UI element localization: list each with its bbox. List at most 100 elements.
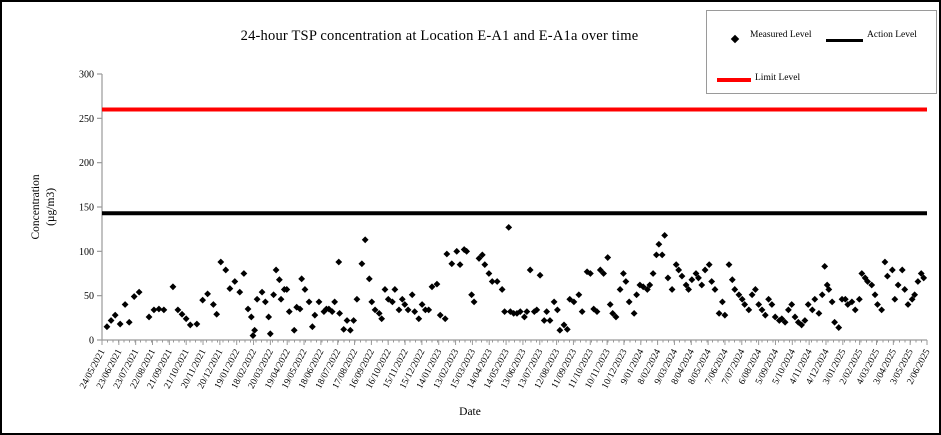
data-point <box>222 266 230 274</box>
data-point <box>715 310 723 317</box>
y-tick-label: 150 <box>79 203 94 214</box>
legend-label-measured: Measured Level <box>750 30 812 40</box>
data-point <box>174 306 182 314</box>
data-point <box>664 274 672 282</box>
data-point <box>296 305 304 313</box>
data-point <box>794 318 802 326</box>
data-point <box>145 313 153 321</box>
data-point <box>808 306 816 314</box>
data-point <box>917 270 925 277</box>
data-point <box>375 310 383 317</box>
legend-label-limit: Limit Level <box>755 73 801 83</box>
data-point <box>625 298 633 306</box>
data-point <box>365 275 373 283</box>
data-point <box>204 290 211 298</box>
data-point <box>818 291 826 299</box>
data-point <box>788 301 796 308</box>
data-point <box>871 291 879 299</box>
data-point <box>475 255 483 262</box>
data-point <box>563 325 571 333</box>
data-point <box>325 305 333 313</box>
data-point <box>675 266 683 274</box>
data-point <box>391 286 399 293</box>
data-point <box>725 261 733 269</box>
data-point <box>283 286 291 293</box>
data-point <box>536 271 544 279</box>
data-point <box>622 278 630 285</box>
data-point <box>748 291 756 299</box>
data-point <box>825 286 833 293</box>
data-point <box>868 281 876 289</box>
data-point <box>135 288 143 296</box>
data-point <box>125 318 133 326</box>
data-point <box>643 286 651 293</box>
data-point <box>213 310 221 318</box>
data-point <box>761 311 769 319</box>
data-point <box>731 286 739 293</box>
data-point <box>653 251 660 259</box>
data-point <box>116 320 124 328</box>
data-point <box>270 291 277 299</box>
data-point <box>485 270 493 277</box>
y-axis-title: Concentration (µg/m3) <box>29 102 59 312</box>
data-point <box>498 286 506 293</box>
legend-limit-line-marker <box>717 78 751 82</box>
data-point <box>655 240 663 248</box>
data-point <box>361 236 369 244</box>
data-point <box>358 260 366 268</box>
data-point <box>620 270 627 277</box>
y-axis-title-line1: Concentration <box>30 174 43 240</box>
data-point <box>311 311 319 319</box>
data-point <box>493 278 501 285</box>
data-point <box>606 301 614 308</box>
data-point <box>265 313 273 321</box>
data-point <box>575 291 583 299</box>
data-point <box>692 270 700 277</box>
data-point <box>823 281 831 289</box>
data-point <box>244 305 252 313</box>
data-point <box>612 313 620 321</box>
data-point <box>408 291 416 299</box>
data-point <box>616 286 624 293</box>
data-point <box>785 306 792 314</box>
data-point <box>914 278 922 285</box>
data-point <box>688 276 696 284</box>
data-point <box>103 323 111 331</box>
data-point <box>169 283 177 291</box>
data-point <box>285 308 293 316</box>
data-point <box>596 266 604 274</box>
data-point <box>781 318 789 326</box>
data-point <box>855 295 863 303</box>
data-point <box>415 315 423 323</box>
data-point <box>904 301 912 308</box>
data-point <box>546 317 554 324</box>
data-point <box>328 308 336 316</box>
data-point <box>389 298 396 306</box>
data-point <box>443 250 451 258</box>
data-point <box>505 223 513 231</box>
data-point <box>881 258 889 266</box>
data-point <box>453 247 461 255</box>
data-point <box>831 318 838 326</box>
data-point <box>433 280 441 288</box>
data-point <box>247 313 255 321</box>
data-point <box>378 315 386 323</box>
data-point <box>593 308 601 316</box>
data-point <box>107 317 115 324</box>
data-point <box>468 291 475 299</box>
data-point <box>277 295 285 303</box>
data-point <box>160 306 168 314</box>
data-point <box>121 301 129 308</box>
data-point <box>701 266 709 274</box>
data-point <box>301 286 309 293</box>
data-point <box>428 283 436 291</box>
data-point <box>353 295 361 303</box>
data-point <box>587 270 594 277</box>
data-point <box>570 298 578 306</box>
data-point <box>668 286 676 293</box>
data-point <box>858 270 866 277</box>
data-point <box>130 293 138 300</box>
data-point <box>275 276 283 284</box>
data-point <box>111 311 119 319</box>
data-point <box>844 301 852 308</box>
